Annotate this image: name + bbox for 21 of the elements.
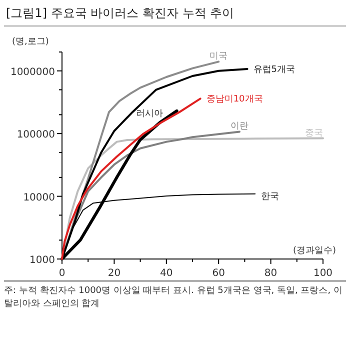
series-label: 중국 [305,128,323,138]
y-tick-label: 100000 [16,130,55,141]
series-label: 러시아 [136,108,163,119]
y-tick-label: 1000000 [10,66,55,78]
series-label: 중남미10개국 [206,94,263,105]
x-tick-label: 100 [313,268,333,279]
series-label: 한국 [261,192,280,202]
x-tick-label: 60 [212,268,225,279]
y-tick-label: 1000 [30,255,55,266]
x-tick-label: 80 [264,268,278,279]
series-label: 이란 [230,122,248,132]
series-label: 유럽5개국 [253,65,296,76]
x-axis-title: (경과일수) [292,246,336,256]
x-tick-label: 20 [108,268,121,279]
x-tick-label: 40 [160,268,173,279]
series-label: 미국 [210,52,228,62]
y-tick-label: 10000 [23,192,55,204]
x-tick-label: 0 [58,268,66,279]
chart-title: [그림1] 주요국 바이러스 확진자 누적 추이 [6,6,234,20]
y-axis-title: (명,로그) [12,37,49,47]
text: 주: 누적 확진자수 1000명 이상일 때부터 표시. 유럽 5개국은 영국, 독일, 프랑스, 이탈리아와 스페인의 합계 [4,285,344,311]
